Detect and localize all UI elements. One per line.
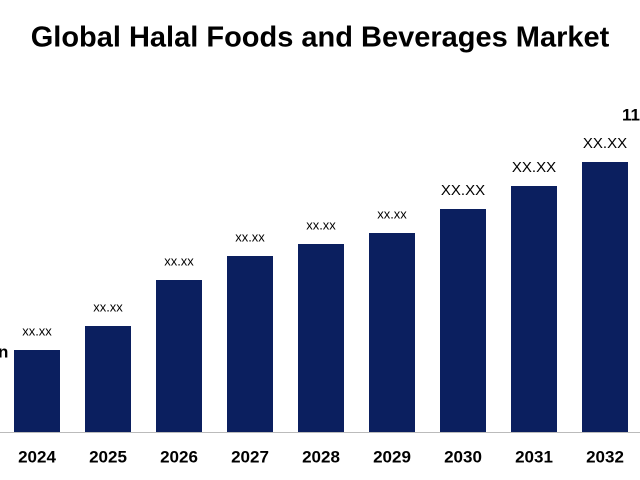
value-label: xx.xx [22, 323, 52, 338]
bar [227, 256, 273, 432]
bar [369, 233, 415, 432]
bar [511, 186, 557, 432]
value-label: xx.xx [164, 253, 194, 268]
bar [14, 350, 60, 432]
value-label: xx.xx [377, 206, 407, 221]
value-label: XX.XX [512, 159, 556, 176]
value-label: xx.xx [93, 299, 123, 314]
bar [85, 326, 131, 432]
annotation: 11 [622, 105, 640, 124]
value-label: xx.xx [306, 217, 336, 232]
x-tick-label: 2032 [586, 447, 624, 466]
bar [582, 162, 628, 432]
bar [298, 244, 344, 432]
annotation: n [0, 342, 8, 361]
x-tick-label: 2024 [18, 447, 56, 466]
x-tick-label: 2025 [89, 447, 127, 466]
bar [440, 209, 486, 432]
bar [156, 280, 202, 432]
chart-title: Global Halal Foods and Beverages Market [31, 22, 610, 54]
value-label: xx.xx [235, 229, 265, 244]
x-tick-label: 2029 [373, 447, 411, 466]
value-label: XX.XX [441, 182, 485, 199]
value-label: XX.XX [583, 135, 627, 152]
x-tick-label: 2026 [160, 447, 198, 466]
x-tick-label: 2030 [444, 447, 482, 466]
x-tick-label: 2028 [302, 447, 340, 466]
x-tick-label: 2031 [515, 447, 553, 466]
x-tick-label: 2027 [231, 447, 269, 466]
